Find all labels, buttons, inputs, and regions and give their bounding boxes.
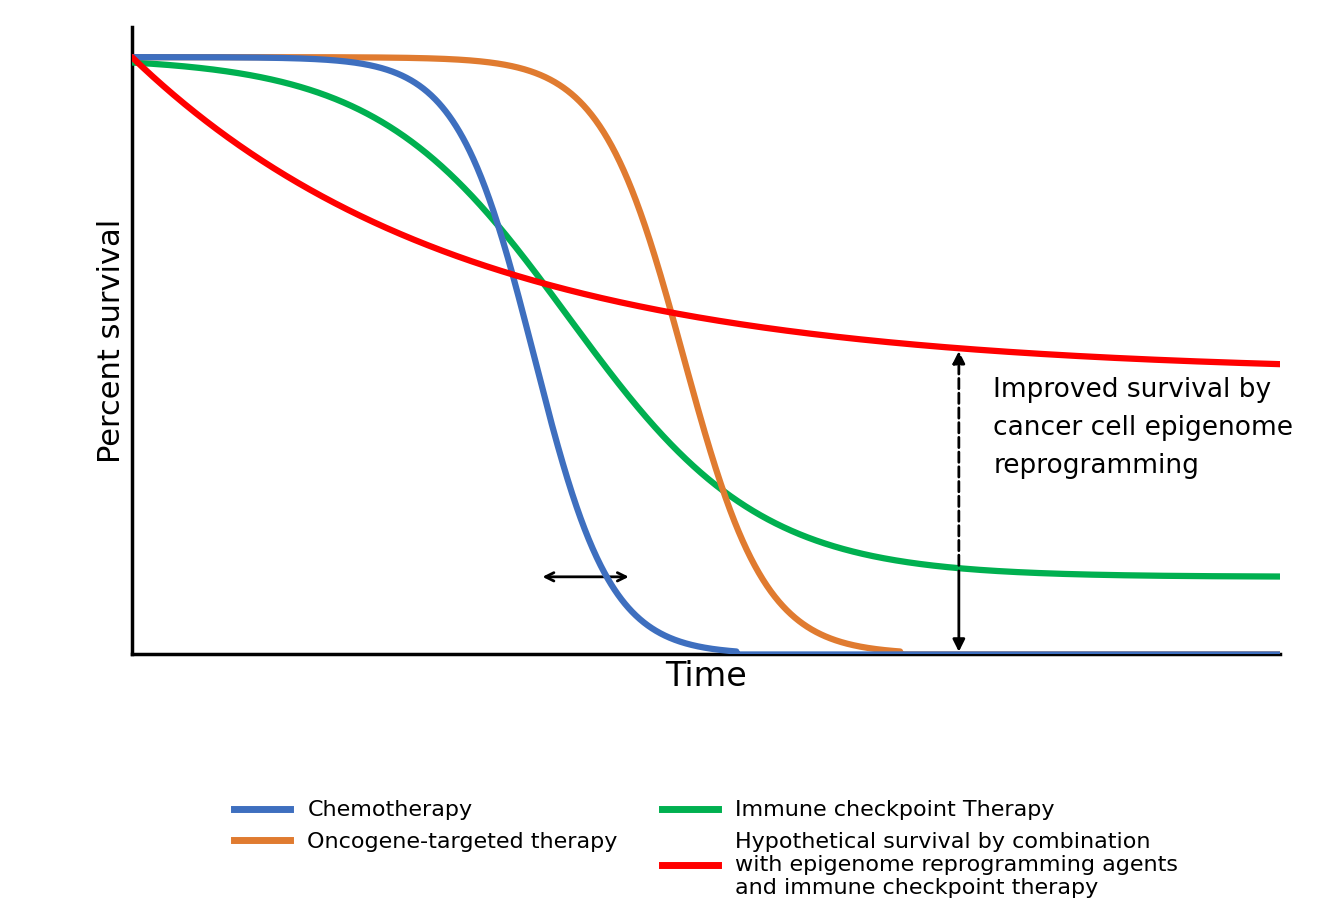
Legend: Chemotherapy, Oncogene-targeted therapy, Immune checkpoint Therapy, Hypothetical: Chemotherapy, Oncogene-targeted therapy,… [226,792,1187,907]
X-axis label: Time: Time [665,660,747,693]
Text: Improved survival by
cancer cell epigenome
reprogramming: Improved survival by cancer cell epigeno… [993,377,1294,479]
Y-axis label: Percent survival: Percent survival [98,219,127,463]
